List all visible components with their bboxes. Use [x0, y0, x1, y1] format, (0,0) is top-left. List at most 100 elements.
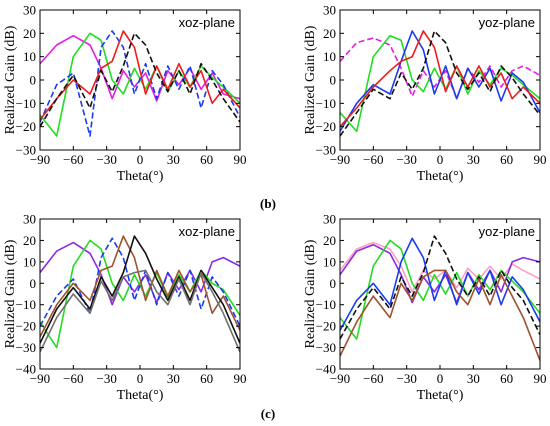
- series-group: [40, 235, 240, 353]
- series-line-red: [40, 30, 240, 121]
- x-tick-label: −60: [63, 371, 83, 386]
- series-line-black: [340, 30, 540, 137]
- x-tick-label: 30: [167, 152, 180, 167]
- chart-panel-2: −90 −60 −30 0 30 60 90 30 20 10 0 −10 −20 −30 −40 Theta…: [3, 212, 247, 404]
- y-tick-label: 10: [323, 49, 336, 64]
- y-tick-label: 20: [23, 26, 36, 41]
- y-tick-label: −10: [316, 96, 336, 111]
- x-tick-label: 90: [534, 371, 547, 386]
- series-line-blue: [340, 237, 540, 331]
- series-line-brown: [40, 235, 240, 338]
- x-tick-label: −60: [363, 152, 383, 167]
- y-axis-title: Realized Gain (dB): [3, 25, 18, 134]
- x-axis-title: Theta(°): [417, 388, 464, 403]
- y-tick-label: 10: [23, 254, 36, 269]
- x-tick-label: 60: [200, 152, 213, 167]
- y-tick-label: 30: [23, 3, 36, 18]
- y-tick-label: −20: [316, 319, 336, 334]
- x-tick-label: −30: [396, 371, 416, 386]
- series-line-green: [340, 239, 540, 340]
- x-tick-label: −90: [30, 371, 50, 386]
- series-line-blue: [40, 30, 240, 137]
- y-tick-label: −20: [16, 319, 36, 334]
- y-tick-label: 0: [30, 73, 37, 88]
- series-line-black: [40, 235, 240, 344]
- x-tick-label: 60: [200, 371, 213, 386]
- y-axis-title: Realized Gain (dB): [303, 239, 318, 348]
- series-line-purple: [340, 243, 540, 304]
- y-axis-title: Realized Gain (dB): [3, 239, 18, 348]
- y-tick-label: −30: [16, 143, 36, 158]
- y-tick-label: 20: [323, 26, 336, 41]
- x-tick-label: 0: [437, 371, 444, 386]
- chart-panel-3: −90 −60 −30 0 30 60 90 30 20 10 0 −10 −20 −30 −40 Theta…: [303, 212, 547, 404]
- plot-frame: [339, 218, 541, 370]
- y-tick-label: 30: [23, 212, 36, 227]
- y-tick-label: −20: [16, 119, 36, 134]
- y-tick-label: 0: [30, 276, 37, 291]
- series-line-gray: [40, 269, 240, 353]
- x-tick-label: 90: [234, 371, 247, 386]
- series-line-black: [340, 235, 540, 340]
- x-tick-label: −30: [396, 152, 416, 167]
- series-line-red: [340, 30, 540, 128]
- x-axis-title: Theta(°): [117, 388, 164, 403]
- x-tick-label: 60: [500, 152, 513, 167]
- x-tick-label: 0: [437, 152, 444, 167]
- x-tick-label: −90: [330, 152, 350, 167]
- series-line-black: [40, 32, 240, 128]
- x-axis-title: Theta(°): [417, 169, 464, 184]
- plot-frame: [39, 218, 241, 370]
- series-group: [340, 30, 540, 137]
- y-tick-label: −10: [16, 297, 36, 312]
- y-tick-label: 0: [330, 73, 337, 88]
- y-tick-label: −10: [16, 96, 36, 111]
- plane-label: xoz-plane: [179, 15, 235, 30]
- x-tick-label: 30: [467, 152, 480, 167]
- series-line-green: [340, 34, 540, 133]
- x-tick-label: −30: [96, 371, 116, 386]
- plane-label: yoz-plane: [479, 15, 535, 30]
- series-line-blue: [340, 30, 540, 132]
- plane-label: xoz-plane: [179, 224, 235, 239]
- y-tick-label: −10: [316, 297, 336, 312]
- series-line-brown: [340, 269, 540, 361]
- y-tick-label: −40: [16, 362, 36, 377]
- y-tick-label: 10: [323, 254, 336, 269]
- x-tick-label: −30: [96, 152, 116, 167]
- x-tick-label: 90: [234, 152, 247, 167]
- y-tick-label: 30: [323, 3, 336, 18]
- caption-c: (c): [261, 406, 275, 421]
- y-tick-label: 0: [330, 276, 337, 291]
- x-tick-label: −90: [30, 152, 50, 167]
- caption-b: (b): [260, 196, 276, 211]
- x-tick-label: −90: [330, 371, 350, 386]
- x-tick-label: 30: [467, 371, 480, 386]
- plane-label: yoz-plane: [479, 224, 535, 239]
- chart-panel-1: −90 −60 −30 0 30 60 903020100−10−20−30Theta(°)…: [303, 3, 547, 185]
- series-line-green: [40, 239, 240, 349]
- y-tick-label: 10: [23, 49, 36, 64]
- y-axis-title: Realized Gain (dB): [303, 25, 318, 134]
- x-tick-label: 60: [500, 371, 513, 386]
- y-tick-label: −40: [316, 362, 336, 377]
- x-axis-title: Theta(°): [117, 169, 164, 184]
- y-tick-label: −20: [316, 119, 336, 134]
- y-tick-label: 20: [323, 233, 336, 248]
- x-tick-label: 0: [137, 152, 144, 167]
- series-line-purple: [40, 241, 240, 306]
- series-group: [340, 235, 540, 361]
- x-tick-label: 90: [534, 152, 547, 167]
- chart-panel-0: −90 −60 −30 0 30 60 903020100−10−20−30Theta(°)…: [3, 3, 247, 185]
- y-tick-label: −30: [316, 143, 336, 158]
- y-tick-label: 30: [323, 212, 336, 227]
- x-tick-label: −60: [363, 371, 383, 386]
- x-tick-label: −60: [63, 152, 83, 167]
- y-tick-label: −30: [16, 340, 36, 355]
- y-tick-label: −30: [316, 340, 336, 355]
- series-group: [40, 30, 240, 137]
- x-tick-label: 0: [137, 371, 144, 386]
- y-tick-label: 20: [23, 233, 36, 248]
- x-tick-label: 30: [167, 371, 180, 386]
